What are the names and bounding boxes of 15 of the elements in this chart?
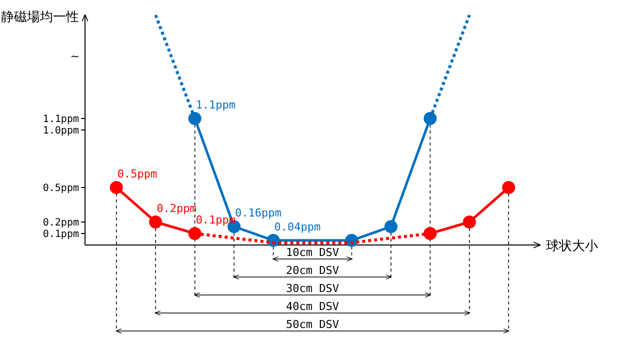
text: 30cm DSV — [286, 282, 340, 295]
y-tick-label: 0.5ppm — [42, 183, 79, 194]
data-label: 0.16ppm — [235, 206, 282, 220]
data-label: 0.2ppm — [156, 202, 197, 215]
y-tick-label: 1.1ppm — [42, 114, 79, 125]
data-label: 0.04ppm — [274, 220, 322, 234]
data-label: 0.5ppm — [117, 168, 158, 180]
y-axis-title: 静磁場均一性 — [1, 10, 79, 25]
text: ~ — [70, 50, 80, 63]
y-tick-label: 0.2ppm — [42, 218, 79, 228]
x-axis-title: 球状大小 — [546, 239, 598, 254]
text: 50cm DSV — [286, 318, 339, 331]
y-tick-label: 1.0ppm — [42, 126, 79, 136]
y-tick-label: 0.1ppm — [42, 229, 79, 240]
data-label: 1.1ppm — [196, 98, 236, 112]
